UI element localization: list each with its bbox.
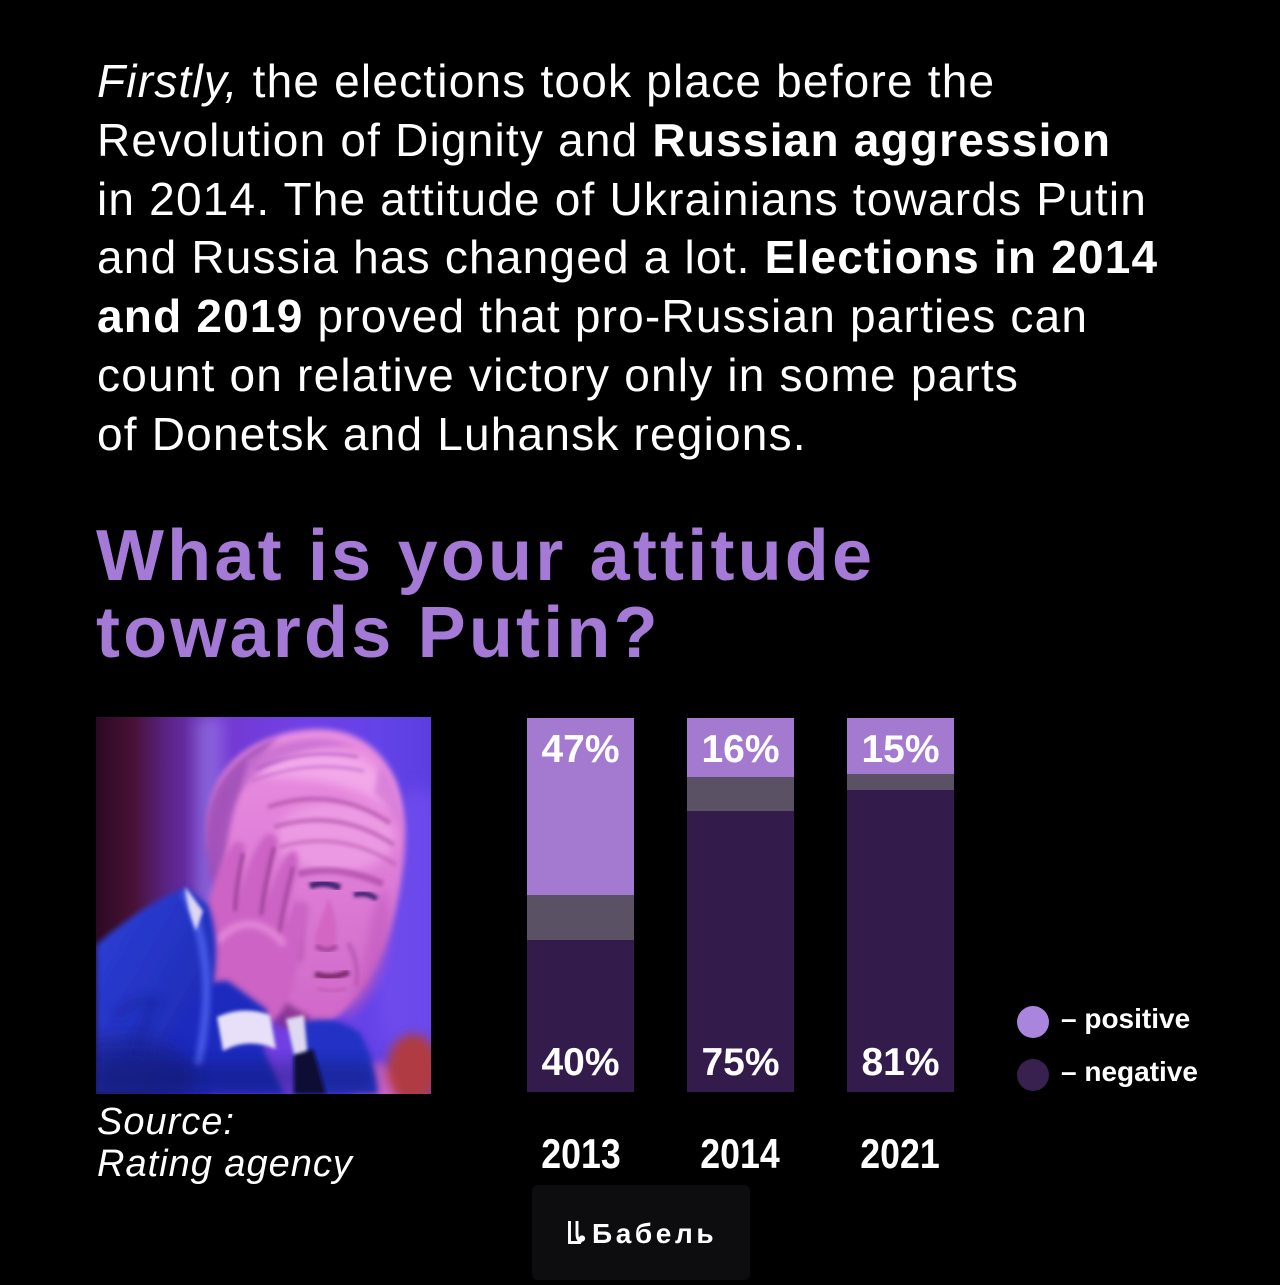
- svg-text:Бабель: Бабель: [592, 1218, 717, 1249]
